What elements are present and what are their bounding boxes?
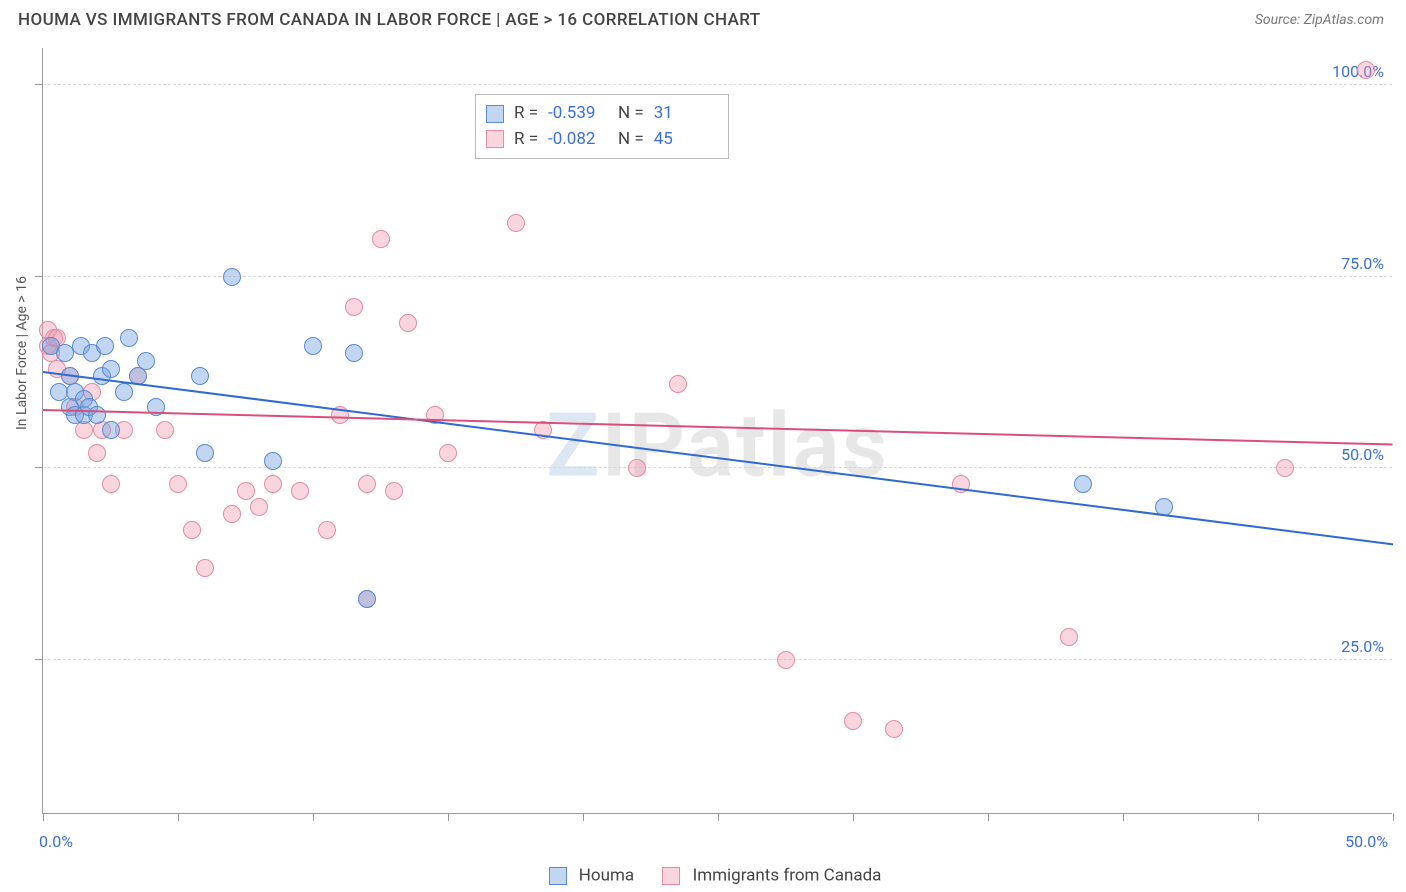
chart-title: HOUMA VS IMMIGRANTS FROM CANADA IN LABOR…: [18, 10, 761, 30]
legend-swatch-canada: [486, 130, 504, 148]
y-tick-label: 75.0%: [1341, 254, 1384, 273]
data-point: [120, 329, 138, 347]
x-tick: [853, 813, 854, 821]
data-point: [75, 421, 93, 439]
source-attribution: Source: ZipAtlas.com: [1255, 12, 1384, 28]
y-axis-label: In Labor Force | Age > 16: [14, 276, 30, 430]
data-point: [237, 482, 255, 500]
data-point: [102, 475, 120, 493]
data-point: [223, 268, 241, 286]
gridline: [43, 467, 1392, 468]
data-point: [291, 482, 309, 500]
data-point: [777, 651, 795, 669]
x-tick: [178, 813, 179, 821]
data-point: [399, 314, 417, 332]
data-point: [88, 444, 106, 462]
data-point: [102, 360, 120, 378]
legend-swatch-canada: [662, 867, 680, 885]
trend-line: [43, 371, 1393, 545]
data-point: [1074, 475, 1092, 493]
legend-row: R = -0.539 N = 31: [486, 101, 714, 127]
data-point: [191, 367, 209, 385]
gridline: [43, 659, 1392, 660]
data-point: [115, 383, 133, 401]
gridline: [43, 276, 1392, 277]
data-point: [1060, 628, 1078, 646]
data-point: [264, 475, 282, 493]
y-tick: [35, 467, 43, 468]
data-point: [358, 475, 376, 493]
legend-label: Immigrants from Canada: [693, 866, 882, 886]
legend-row: R = -0.082 N = 45: [486, 127, 714, 153]
data-point: [669, 375, 687, 393]
x-tick: [1258, 813, 1259, 821]
data-point: [196, 444, 214, 462]
data-point: [844, 712, 862, 730]
data-point: [439, 444, 457, 462]
data-point: [385, 482, 403, 500]
y-tick-label: 25.0%: [1341, 637, 1384, 656]
x-tick: [43, 813, 44, 821]
data-point: [223, 505, 241, 523]
x-tick: [313, 813, 314, 821]
data-point: [345, 298, 363, 316]
series-legend: Houma Immigrants from Canada: [0, 865, 1406, 886]
x-tick: [988, 813, 989, 821]
data-point: [102, 421, 120, 439]
x-tick-label: 0.0%: [39, 832, 73, 851]
gridline: [43, 84, 1392, 85]
trend-line: [43, 409, 1393, 445]
data-point: [1357, 61, 1375, 79]
data-point: [885, 720, 903, 738]
data-point: [250, 498, 268, 516]
data-point: [156, 421, 174, 439]
data-point: [137, 352, 155, 370]
legend-label: Houma: [579, 866, 634, 886]
x-tick: [1393, 813, 1394, 821]
data-point: [56, 344, 74, 362]
x-tick: [1123, 813, 1124, 821]
data-point: [1276, 459, 1294, 477]
correlation-legend: R = -0.539 N = 31 R = -0.082 N = 45: [475, 94, 729, 159]
data-point: [304, 337, 322, 355]
y-tick: [35, 84, 43, 85]
x-tick: [718, 813, 719, 821]
x-tick: [448, 813, 449, 821]
watermark: ZIPatlas: [546, 394, 889, 497]
data-point: [318, 521, 336, 539]
y-tick: [35, 659, 43, 660]
data-point: [628, 459, 646, 477]
data-point: [345, 344, 363, 362]
data-point: [196, 559, 214, 577]
y-tick: [35, 276, 43, 277]
scatter-chart: ZIPatlas R = -0.539 N = 31 R = -0.082 N …: [42, 48, 1392, 814]
y-tick-label: 50.0%: [1341, 445, 1384, 464]
data-point: [358, 590, 376, 608]
data-point: [88, 406, 106, 424]
legend-swatch-houma: [486, 105, 504, 123]
data-point: [264, 452, 282, 470]
x-tick: [583, 813, 584, 821]
data-point: [507, 214, 525, 232]
data-point: [169, 475, 187, 493]
x-tick-label: 50.0%: [1345, 832, 1388, 851]
chart-header: HOUMA VS IMMIGRANTS FROM CANADA IN LABOR…: [0, 0, 1406, 38]
legend-swatch-houma: [549, 867, 567, 885]
data-point: [183, 521, 201, 539]
data-point: [372, 230, 390, 248]
data-point: [96, 337, 114, 355]
